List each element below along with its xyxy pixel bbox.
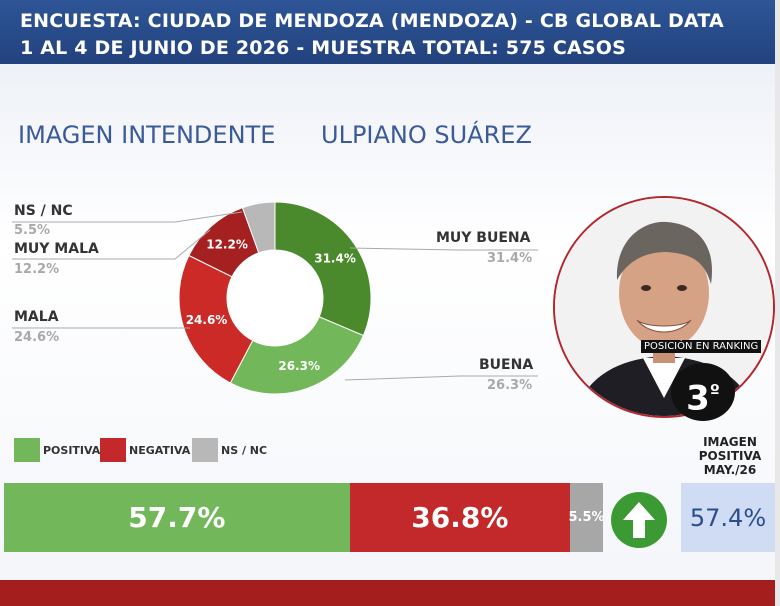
ranking-number: 3 — [686, 378, 710, 419]
previous-title-line1: IMAGEN — [703, 435, 757, 449]
bar-segment-negativa: 36.8% — [349, 483, 571, 552]
ranking-ordinal: º — [709, 381, 720, 402]
donut-hole — [227, 250, 323, 346]
portrait-illustration — [555, 198, 773, 416]
slice-label-muy-mala: 12.2% — [206, 237, 248, 251]
leader-line-muy-buena — [349, 247, 538, 251]
label-mala: MALA — [14, 309, 59, 325]
label-ns-nc: NS / NC — [14, 203, 73, 219]
legend-label-negativa: NEGATIVA — [129, 444, 191, 457]
legend-swatch-negativa — [100, 438, 126, 462]
label-muy-mala: MUY MALA — [14, 241, 99, 257]
slice-label-buena: 26.3% — [278, 359, 320, 373]
bar-segment-positiva: 57.7% — [4, 483, 350, 552]
previous-image-title: IMAGEN POSITIVA MAY./26 — [683, 435, 777, 477]
survey-details: 1 AL 4 DE JUNIO DE 2026 - MUESTRA TOTAL:… — [20, 37, 627, 59]
candidate-name: ULPIANO SUÁREZ — [321, 121, 532, 149]
previous-image-value: 57.4% — [681, 483, 775, 552]
value-muy-mala: 12.2% — [14, 262, 60, 277]
value-buena: 26.3% — [487, 378, 533, 393]
previous-title-line2: POSITIVA — [698, 449, 762, 463]
candidate-photo — [553, 196, 775, 418]
header-banner: ENCUESTA: CIUDAD DE MENDOZA (MENDOZA) - … — [0, 0, 775, 64]
legend-swatch-positiva — [14, 438, 40, 462]
slice-label-muy-buena: 31.4% — [314, 251, 356, 265]
value-muy-buena: 31.4% — [487, 251, 533, 266]
ranking-label: POSICIÓN EN RANKING — [641, 340, 762, 353]
value-ns-nc: 5.5% — [14, 223, 51, 238]
label-muy-buena: MUY BUENA — [436, 230, 531, 246]
value-mala: 24.6% — [14, 330, 60, 345]
leader-line-muy-mala — [12, 229, 211, 260]
leader-line-ns-nc — [12, 211, 243, 223]
bar-segment-ns-nc: 5.5% — [568, 483, 605, 552]
chart-title: IMAGEN INTENDENTE — [18, 121, 276, 149]
legend-swatch-ns-nc — [192, 438, 218, 462]
slice-label-mala: 24.6% — [186, 313, 228, 327]
previous-title-line3: MAY./26 — [703, 463, 757, 477]
ranking-badge: 3º — [671, 363, 735, 421]
survey-title: ENCUESTA: CIUDAD DE MENDOZA (MENDOZA) - … — [20, 10, 724, 32]
legend-label-positiva: POSITIVA — [43, 444, 101, 457]
legend-label-ns-nc: NS / NC — [221, 444, 268, 457]
arrow-up-icon — [611, 492, 667, 548]
label-buena: BUENA — [479, 357, 534, 373]
footer-band — [0, 580, 775, 606]
leader-line-buena — [344, 375, 538, 381]
right-border — [775, 0, 780, 606]
